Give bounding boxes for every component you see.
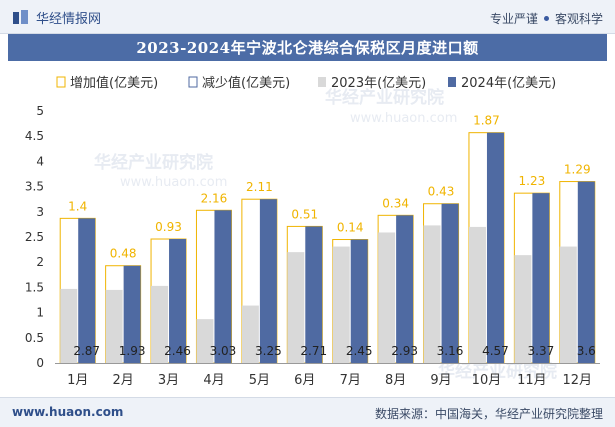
watermark-url: www.huaon.com — [350, 111, 457, 126]
bar-2023 — [196, 319, 214, 363]
bar-2023 — [151, 285, 169, 363]
data-label-change: 1.23 — [519, 174, 546, 188]
y-tick-label: 4 — [36, 154, 44, 168]
x-tick-label: 7月 — [340, 373, 361, 388]
data-label-change: 0.51 — [291, 207, 318, 221]
x-tick-label: 6月 — [294, 373, 315, 388]
bar-2024 — [78, 218, 96, 363]
bar-2024 — [214, 210, 232, 363]
data-label-change: 2.11 — [246, 180, 273, 194]
bar-2023 — [514, 255, 532, 363]
data-label-change: 1.87 — [473, 114, 500, 128]
x-tick-label: 10月 — [472, 373, 502, 388]
data-label-2024: 2.46 — [164, 344, 191, 358]
legend-label: 2023年(亿美元) — [331, 76, 426, 91]
bar-2024 — [169, 239, 187, 363]
bar-2024 — [577, 181, 595, 363]
bar-2023 — [332, 246, 350, 363]
bar-2023 — [559, 246, 577, 363]
top-banner: 华经情报网 专业严谨 客观科学 — [0, 0, 615, 34]
data-label-change: 0.34 — [382, 196, 409, 210]
bar-chart: 华经产业研究院华经产业研究院华经产业研究院www.huaon.comwww.hu… — [25, 75, 600, 388]
legend-label: 增加值(亿美元) — [70, 75, 158, 91]
bar-2024 — [396, 215, 414, 363]
x-tick-label: 11月 — [517, 373, 547, 388]
data-label-change: 1.4 — [68, 199, 87, 213]
footer-source: 数据来源：中国海关，华经产业研究院整理 — [374, 407, 603, 421]
x-tick-label: 2月 — [112, 373, 133, 388]
bar-2023 — [423, 225, 441, 363]
legend-swatch — [188, 76, 198, 88]
bar-2024 — [123, 265, 141, 363]
data-label-change: 0.48 — [110, 247, 137, 261]
y-tick-label: 5 — [36, 104, 44, 118]
data-label-change: 0.14 — [337, 221, 364, 235]
footer-url[interactable]: www.huaon.com — [12, 405, 124, 419]
bar-2024 — [441, 203, 459, 363]
footer-bar: www.huaon.com 数据来源：中国海关，华经产业研究院整理 — [0, 397, 615, 427]
y-tick-label: 4.5 — [25, 129, 44, 143]
y-tick-label: 0 — [36, 356, 44, 370]
data-label-change: 2.16 — [201, 191, 228, 205]
data-label-2024: 3.37 — [528, 344, 555, 358]
y-tick-label: 1.5 — [25, 280, 44, 294]
bar-2023 — [378, 232, 396, 363]
data-label-2024: 3.6 — [577, 344, 596, 358]
legend-label: 减少值(亿美元) — [202, 75, 290, 91]
slogan-left: 专业严谨 — [489, 12, 538, 26]
x-tick-label: 9月 — [430, 373, 451, 388]
data-label-2024: 2.71 — [300, 344, 327, 358]
data-label-2024: 1.93 — [119, 344, 146, 358]
data-label-2024: 3.03 — [210, 344, 237, 358]
x-tick-label: 12月 — [563, 373, 593, 388]
legend-swatch — [448, 77, 456, 87]
slogan-right: 客观科学 — [554, 12, 603, 26]
legend-swatch — [318, 77, 326, 87]
data-label-2024: 3.16 — [437, 344, 464, 358]
data-label-change: 1.29 — [564, 163, 591, 177]
slogan: 专业严谨 客观科学 — [490, 10, 603, 27]
bar-2024 — [259, 199, 277, 363]
x-tick-label: 8月 — [385, 373, 406, 388]
y-tick-label: 3.5 — [25, 180, 44, 194]
y-tick-label: 2 — [36, 255, 44, 269]
data-label-2024: 2.93 — [391, 344, 418, 358]
data-label-2024: 4.57 — [482, 344, 509, 358]
y-tick-label: 1 — [36, 306, 44, 320]
y-tick-label: 0.5 — [25, 331, 44, 345]
chart-title-bar: 2023-2024年宁波北仑港综合保税区月度进口额 — [8, 34, 607, 61]
brand-logo-icon — [13, 9, 28, 24]
bar-2023 — [60, 288, 78, 363]
bar-2023 — [468, 226, 486, 363]
watermark-text: 华经产业研究院 — [438, 361, 557, 382]
bar-2023 — [287, 252, 305, 363]
data-label-2024: 2.45 — [346, 344, 373, 358]
y-tick-label: 2.5 — [25, 230, 44, 244]
bar-2024 — [350, 239, 368, 363]
bar-2023 — [105, 289, 123, 363]
data-label-2024: 2.87 — [73, 344, 100, 358]
bar-2024 — [532, 193, 550, 363]
y-tick-label: 3 — [36, 205, 44, 219]
data-label-change: 0.93 — [155, 220, 182, 234]
legend-swatch — [56, 76, 66, 88]
watermark-url: www.huaon.com — [120, 175, 227, 190]
bar-2023 — [241, 305, 259, 363]
x-tick-label: 4月 — [203, 373, 224, 388]
watermark-text: 华经产业研究院 — [325, 87, 444, 108]
brand-name: 华经情报网 — [36, 12, 102, 27]
x-tick-label: 1月 — [67, 373, 88, 388]
bar-2024 — [486, 132, 504, 363]
chart-title: 2023-2024年宁波北仑港综合保税区月度进口额 — [136, 39, 479, 57]
watermark-text: 华经产业研究院 — [94, 152, 213, 173]
data-label-2024: 3.25 — [255, 344, 282, 358]
x-tick-label: 3月 — [158, 373, 179, 388]
legend-label: 2024年(亿美元) — [461, 76, 556, 91]
bar-2024 — [305, 226, 323, 363]
slogan-dot-icon — [543, 16, 549, 21]
brand[interactable]: 华经情报网 — [12, 8, 101, 27]
data-label-change: 0.43 — [428, 185, 455, 199]
x-tick-label: 5月 — [249, 373, 270, 388]
